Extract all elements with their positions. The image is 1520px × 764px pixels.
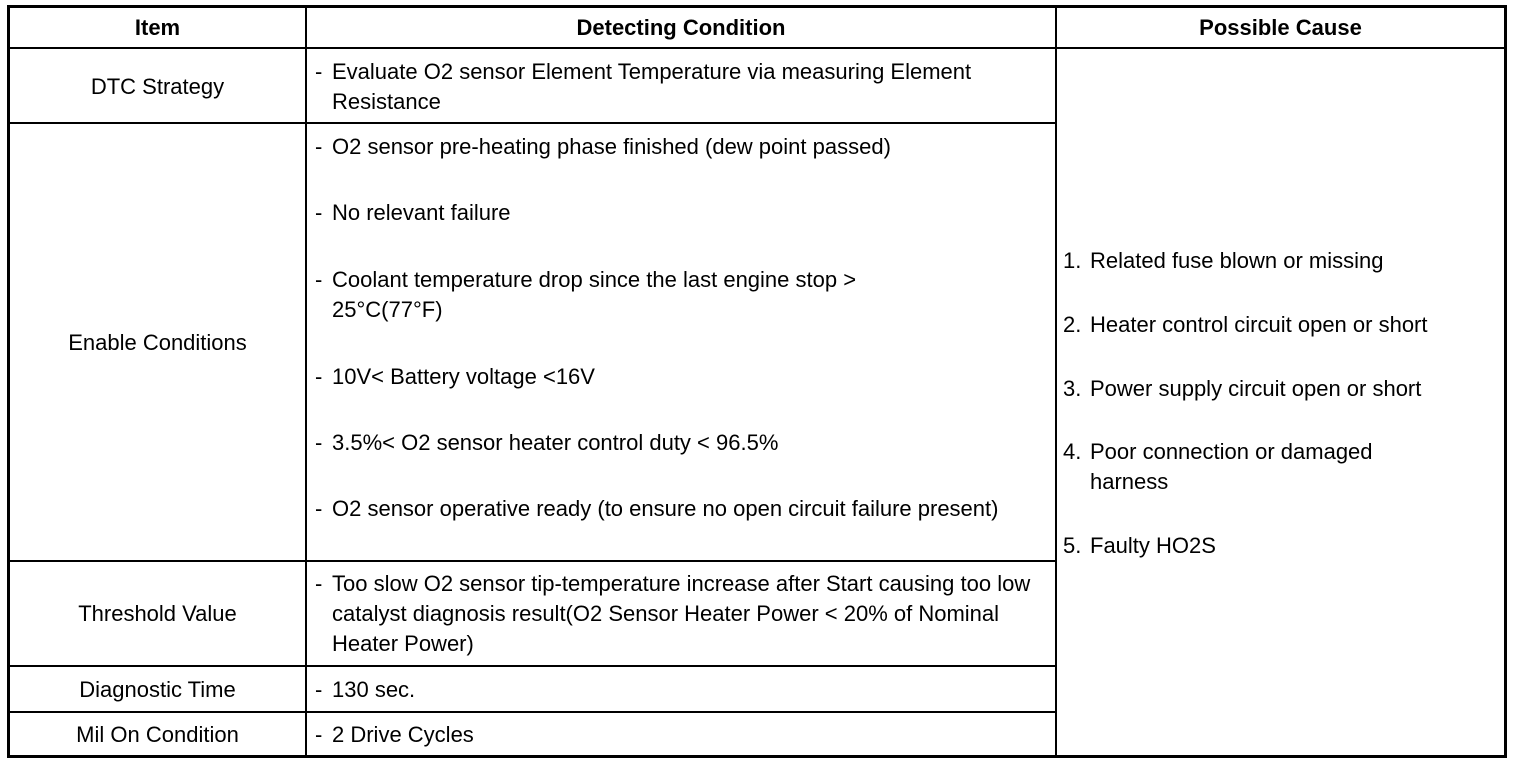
cause-text: Heater control circuit open or short — [1090, 312, 1428, 337]
condition-text: O2 sensor pre-heating phase finished (de… — [332, 134, 891, 159]
row-divider-2 — [7, 560, 1057, 562]
header-item: Item — [134, 15, 181, 40]
row-divider-4 — [7, 711, 1057, 713]
bullet-dash: - — [315, 59, 323, 84]
header-divider — [7, 47, 1507, 49]
condition-text: 3.5%< O2 sensor heater control duty < 96… — [332, 430, 779, 455]
cause-text: Poor connection or damaged harness — [1090, 439, 1373, 494]
bullet-dash: - — [315, 200, 323, 225]
condition-text: 2 Drive Cycles — [332, 722, 474, 747]
condition-text: Coolant temperature drop since the last … — [332, 267, 857, 322]
condition-text: 130 sec. — [332, 677, 416, 702]
condition-coolant-drop: - Coolant temperature drop since the las… — [315, 265, 942, 325]
condition-text: Evaluate O2 sensor Element Temperature v… — [332, 59, 972, 114]
header-possible-cause: Possible Cause — [1199, 15, 1362, 40]
condition-text: Too slow O2 sensor tip-temperature incre… — [332, 571, 1031, 656]
condition-text: 10V< Battery voltage <16V — [332, 364, 595, 389]
bullet-dash: - — [315, 430, 323, 455]
cause-item-2: 2. Heater control circuit open or short — [1063, 310, 1490, 340]
cause-text: Related fuse blown or missing — [1090, 248, 1384, 273]
cause-number: 2. — [1063, 312, 1082, 337]
item-diagnostic-time: Diagnostic Time — [79, 677, 236, 702]
bullet-dash: - — [315, 677, 323, 702]
cause-text: Power supply circuit open or short — [1090, 376, 1422, 401]
cause-item-5: 5. Faulty HO2S — [1063, 531, 1490, 561]
cause-item-3: 3. Power supply circuit open or short — [1063, 374, 1490, 404]
condition-preheating: - O2 sensor pre-heating phase finished (… — [315, 132, 1052, 162]
condition-text: No relevant failure — [332, 200, 511, 225]
cause-number: 4. — [1063, 439, 1082, 464]
dtc-table — [7, 5, 1507, 758]
condition-no-failure: - No relevant failure — [315, 198, 1052, 228]
row-divider-3 — [7, 665, 1057, 667]
cause-text: Faulty HO2S — [1090, 533, 1216, 558]
row-divider-1 — [7, 122, 1057, 124]
cause-item-4: 4. Poor connection or damaged harness — [1063, 437, 1420, 497]
col-divider-2 — [1055, 5, 1057, 758]
bullet-dash: - — [315, 571, 323, 596]
bullet-dash: - — [315, 496, 323, 521]
condition-dtc-strategy: - Evaluate O2 sensor Element Temperature… — [315, 57, 1052, 117]
condition-diagnostic-time: - 130 sec. — [315, 675, 1052, 705]
header-detecting-condition: Detecting Condition — [576, 15, 786, 40]
item-enable-conditions: Enable Conditions — [68, 330, 247, 355]
cause-number: 3. — [1063, 376, 1082, 401]
item-dtc-strategy: DTC Strategy — [90, 74, 225, 99]
condition-threshold: - Too slow O2 sensor tip-temperature inc… — [315, 569, 1054, 659]
cause-number: 5. — [1063, 533, 1082, 558]
bullet-dash: - — [315, 267, 323, 292]
bullet-dash: - — [315, 364, 323, 389]
bullet-dash: - — [315, 134, 323, 159]
condition-heater-duty: - 3.5%< O2 sensor heater control duty < … — [315, 428, 1052, 458]
cause-number: 1. — [1063, 248, 1082, 273]
condition-text: O2 sensor operative ready (to ensure no … — [332, 496, 999, 521]
bullet-dash: - — [315, 722, 323, 747]
cause-item-1: 1. Related fuse blown or missing — [1063, 246, 1490, 276]
condition-operative-ready: - O2 sensor operative ready (to ensure n… — [315, 494, 1012, 524]
col-divider-1 — [305, 5, 307, 758]
item-mil-on-condition: Mil On Condition — [76, 722, 239, 747]
condition-battery-voltage: - 10V< Battery voltage <16V — [315, 362, 1052, 392]
item-threshold-value: Threshold Value — [78, 601, 237, 626]
condition-mil-on: - 2 Drive Cycles — [315, 720, 1052, 750]
